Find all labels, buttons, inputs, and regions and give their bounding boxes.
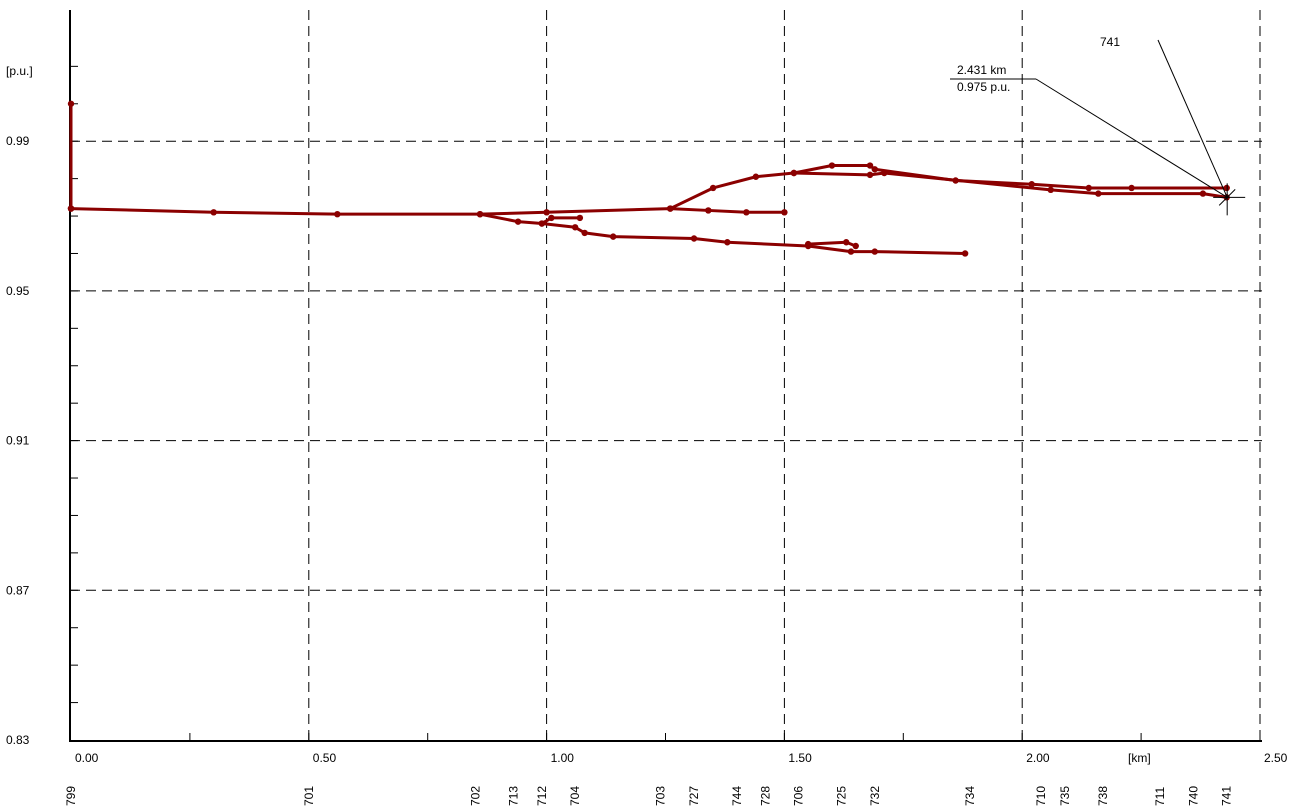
series-point (1047, 186, 1054, 194)
x-tick-label: 2.00 (1026, 751, 1050, 765)
series-point (67, 205, 75, 212)
x-axis-unit: [km] (1128, 751, 1151, 765)
y-tick-label: 0.91 (6, 434, 30, 448)
series-point (543, 209, 550, 216)
node-label: 735 (1058, 786, 1072, 806)
series-point (743, 209, 750, 216)
series-line (668, 164, 1229, 211)
x-tick-label: 1.00 (551, 751, 575, 765)
node-label: 725 (834, 786, 848, 806)
series-point (667, 205, 674, 212)
node-label: 701 (302, 786, 316, 806)
series-point (1095, 190, 1102, 197)
series-point (514, 218, 522, 225)
cursor-distance-label: 2.431 km (957, 63, 1006, 77)
node-label: 706 (792, 786, 806, 806)
node-label: 744 (730, 786, 744, 806)
node-label: 738 (1096, 786, 1110, 806)
series-point (724, 239, 731, 246)
series-point (1028, 181, 1035, 188)
x-tick-label: 0.00 (75, 751, 99, 765)
node-label: 741 (1220, 786, 1234, 806)
cursor-annotation-leader (1035, 78, 1228, 198)
node-label: 711 (1153, 787, 1167, 806)
series-point (1128, 184, 1135, 192)
cursor-layer (950, 39, 1246, 216)
node-label: 710 (1034, 786, 1048, 806)
x-tick-label: 1.50 (788, 751, 812, 765)
series-point (781, 209, 788, 216)
label-layer: 0.83 0.87 0.91 0.95 0.99 0.00 0.50 1.00 1.50 2.00… (6, 35, 1288, 806)
node-label: 799 (64, 786, 78, 806)
node-label: 702 (468, 786, 482, 806)
series-point (571, 224, 579, 231)
grid-layer (70, 10, 1262, 740)
node-label: 740 (1186, 786, 1200, 806)
y-axis-unit: [p.u.] (6, 64, 33, 78)
series-layer (67, 100, 1230, 257)
axis-layer (69, 10, 1262, 742)
series-point (804, 240, 812, 248)
node-label: 728 (758, 786, 772, 806)
node-label: 703 (654, 786, 668, 806)
series-point (790, 169, 798, 177)
series-point (690, 235, 698, 242)
series-point (581, 229, 588, 237)
node-label: 734 (963, 786, 977, 806)
y-tick-label: 0.95 (6, 284, 30, 298)
series-line (478, 212, 967, 255)
series-point (1199, 190, 1207, 197)
series-point (752, 173, 760, 180)
cursor-node-label: 741 (1100, 35, 1120, 49)
series-point (961, 250, 969, 257)
node-label: 713 (506, 786, 520, 806)
x-tick-label: 0.50 (313, 751, 337, 765)
node-label: 712 (535, 786, 549, 806)
series-point (476, 210, 484, 218)
series-point (881, 169, 888, 177)
series-point (210, 209, 217, 216)
y-tick-label: 0.87 (6, 583, 30, 597)
series-point (67, 100, 75, 107)
series-point (871, 166, 878, 173)
series-point (548, 214, 555, 222)
series-point (852, 242, 859, 250)
series-point (871, 248, 878, 255)
series-line (792, 171, 1229, 199)
series-point (866, 171, 874, 179)
series-point (334, 210, 341, 218)
cursor-node-leader (1157, 39, 1228, 198)
y-tick-label: 0.83 (6, 733, 30, 747)
series-point (609, 233, 617, 240)
series-point (866, 162, 874, 169)
series-line (69, 207, 786, 216)
series-point (828, 162, 836, 169)
node-label: 704 (568, 786, 582, 806)
cursor-value-label: 0.975 p.u. (957, 80, 1010, 94)
series-point (1085, 184, 1092, 192)
node-label: 732 (868, 786, 882, 806)
series-point (843, 239, 850, 246)
series-point (847, 248, 855, 255)
series-point (538, 220, 546, 227)
series-point (705, 207, 712, 214)
series-point (709, 184, 717, 192)
y-tick-label: 0.99 (6, 134, 30, 148)
x-tick-label: 2.50 (1264, 751, 1288, 765)
node-label: 727 (687, 786, 701, 806)
series-point (576, 214, 584, 222)
